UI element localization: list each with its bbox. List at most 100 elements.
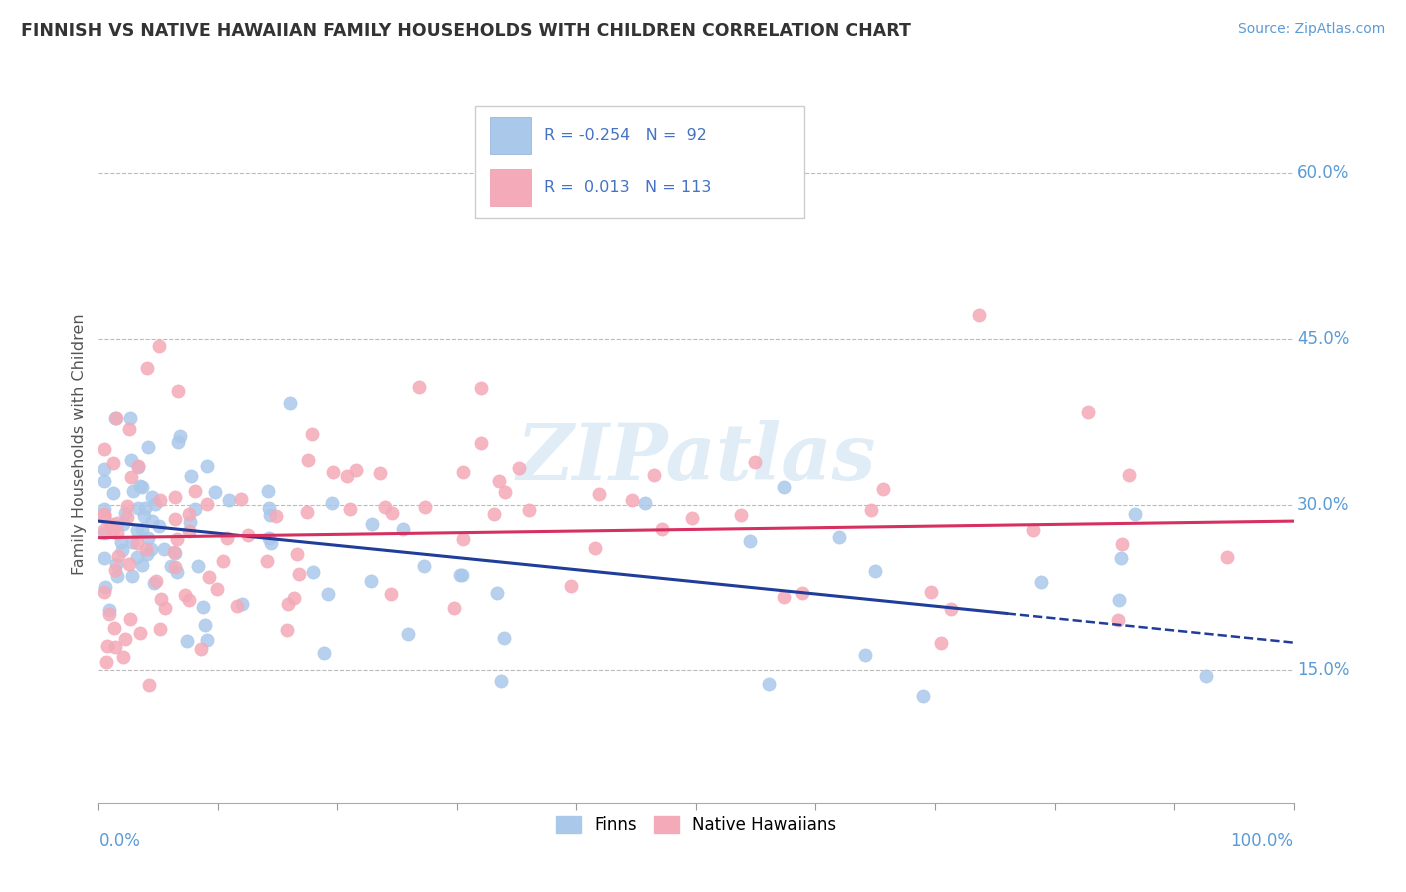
Point (149, 591, 172, 606)
Point (117, 510, 139, 524)
Point (141, 490, 163, 504)
Point (758, 677, 780, 691)
Point (148, 339, 170, 353)
Point (93, 550, 115, 565)
Point (195, 458, 218, 473)
Point (166, 533, 188, 547)
Point (93, 585, 115, 599)
Point (121, 484, 143, 499)
Point (316, 587, 339, 601)
FancyBboxPatch shape (491, 117, 531, 154)
Point (634, 496, 657, 510)
Point (141, 541, 163, 556)
Point (643, 467, 665, 482)
Point (260, 536, 283, 550)
Point (257, 501, 280, 516)
Point (128, 625, 150, 640)
Point (941, 601, 963, 615)
Point (110, 542, 132, 557)
Point (184, 502, 207, 516)
Point (257, 531, 280, 545)
Point (453, 532, 475, 546)
Point (166, 566, 188, 580)
Point (195, 633, 218, 648)
Point (105, 516, 128, 530)
Point (470, 381, 492, 395)
Point (118, 557, 141, 571)
Point (828, 530, 851, 544)
FancyBboxPatch shape (491, 169, 531, 206)
Point (194, 618, 217, 632)
Point (374, 500, 396, 514)
Point (259, 508, 281, 522)
Point (93, 526, 115, 541)
Point (285, 547, 308, 561)
Point (1077, 404, 1099, 418)
Point (1216, 549, 1239, 564)
Point (967, 308, 990, 322)
Point (488, 475, 510, 489)
Point (470, 435, 492, 450)
Point (179, 516, 201, 530)
Point (288, 566, 311, 581)
Point (165, 560, 187, 574)
Point (166, 384, 188, 398)
Point (93, 474, 115, 488)
Point (929, 636, 952, 650)
Point (96, 639, 118, 653)
Point (859, 503, 882, 517)
Point (118, 612, 141, 626)
Point (322, 465, 344, 479)
Text: 15.0%: 15.0% (1298, 661, 1350, 679)
Point (136, 531, 159, 545)
Point (1107, 613, 1129, 627)
Point (485, 586, 508, 600)
Point (187, 558, 209, 573)
Text: 60.0%: 60.0% (1298, 164, 1350, 182)
Point (162, 544, 184, 558)
Point (135, 542, 157, 557)
Point (1195, 669, 1218, 683)
Point (93, 502, 115, 516)
Point (104, 557, 127, 571)
Point (451, 465, 474, 479)
Point (1022, 524, 1045, 538)
Point (920, 585, 942, 599)
Point (1109, 550, 1132, 565)
Point (120, 469, 142, 483)
Point (114, 506, 136, 520)
Point (127, 459, 149, 474)
Text: 0.0%: 0.0% (98, 831, 141, 849)
Point (392, 522, 415, 536)
Point (179, 524, 201, 538)
Legend: Finns, Native Hawaiians: Finns, Native Hawaiians (550, 810, 842, 841)
Point (231, 491, 253, 506)
Point (257, 483, 280, 498)
Point (131, 558, 153, 572)
Point (179, 507, 201, 521)
Point (494, 484, 516, 499)
Point (360, 574, 382, 588)
Point (738, 534, 761, 549)
Point (100, 516, 122, 531)
Text: 30.0%: 30.0% (1298, 496, 1350, 514)
Point (297, 505, 319, 519)
Point (218, 493, 240, 508)
Point (125, 536, 148, 550)
Text: ZIPatlas: ZIPatlas (516, 420, 876, 496)
Point (110, 534, 132, 549)
Point (121, 535, 143, 549)
Point (277, 597, 299, 611)
Point (128, 478, 150, 492)
Point (138, 678, 160, 692)
Point (560, 579, 582, 593)
Point (730, 508, 752, 523)
Point (205, 582, 228, 596)
Point (588, 487, 610, 501)
Point (98, 607, 121, 621)
Point (193, 599, 215, 614)
Point (264, 508, 287, 523)
Point (744, 455, 766, 469)
Point (105, 568, 128, 582)
Point (583, 541, 606, 555)
